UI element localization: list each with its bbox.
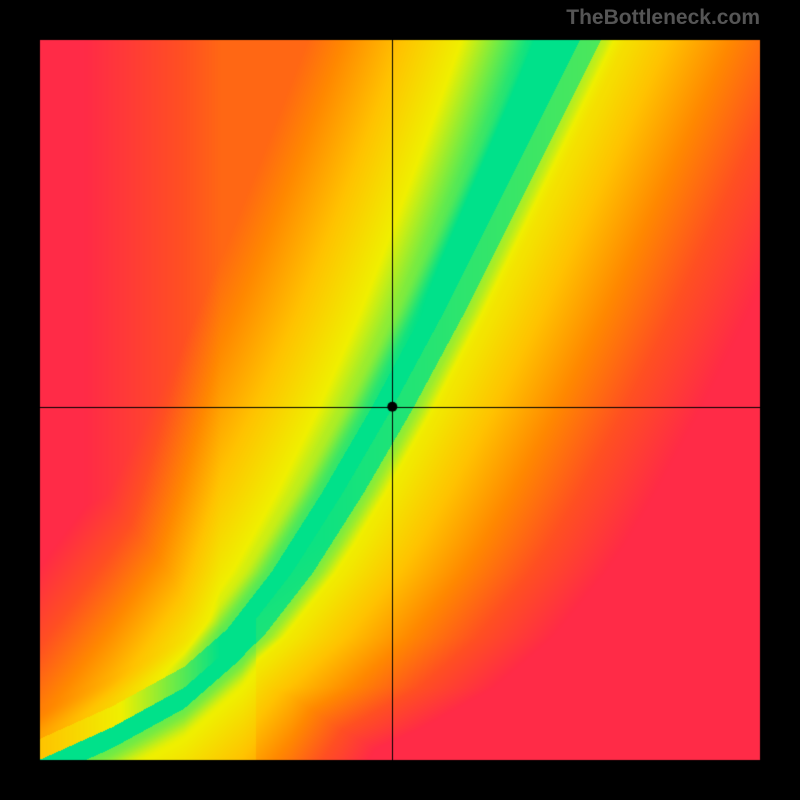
bottleneck-heatmap <box>0 0 800 800</box>
chart-container: TheBottleneck.com <box>0 0 800 800</box>
watermark-text: TheBottleneck.com <box>566 6 760 30</box>
